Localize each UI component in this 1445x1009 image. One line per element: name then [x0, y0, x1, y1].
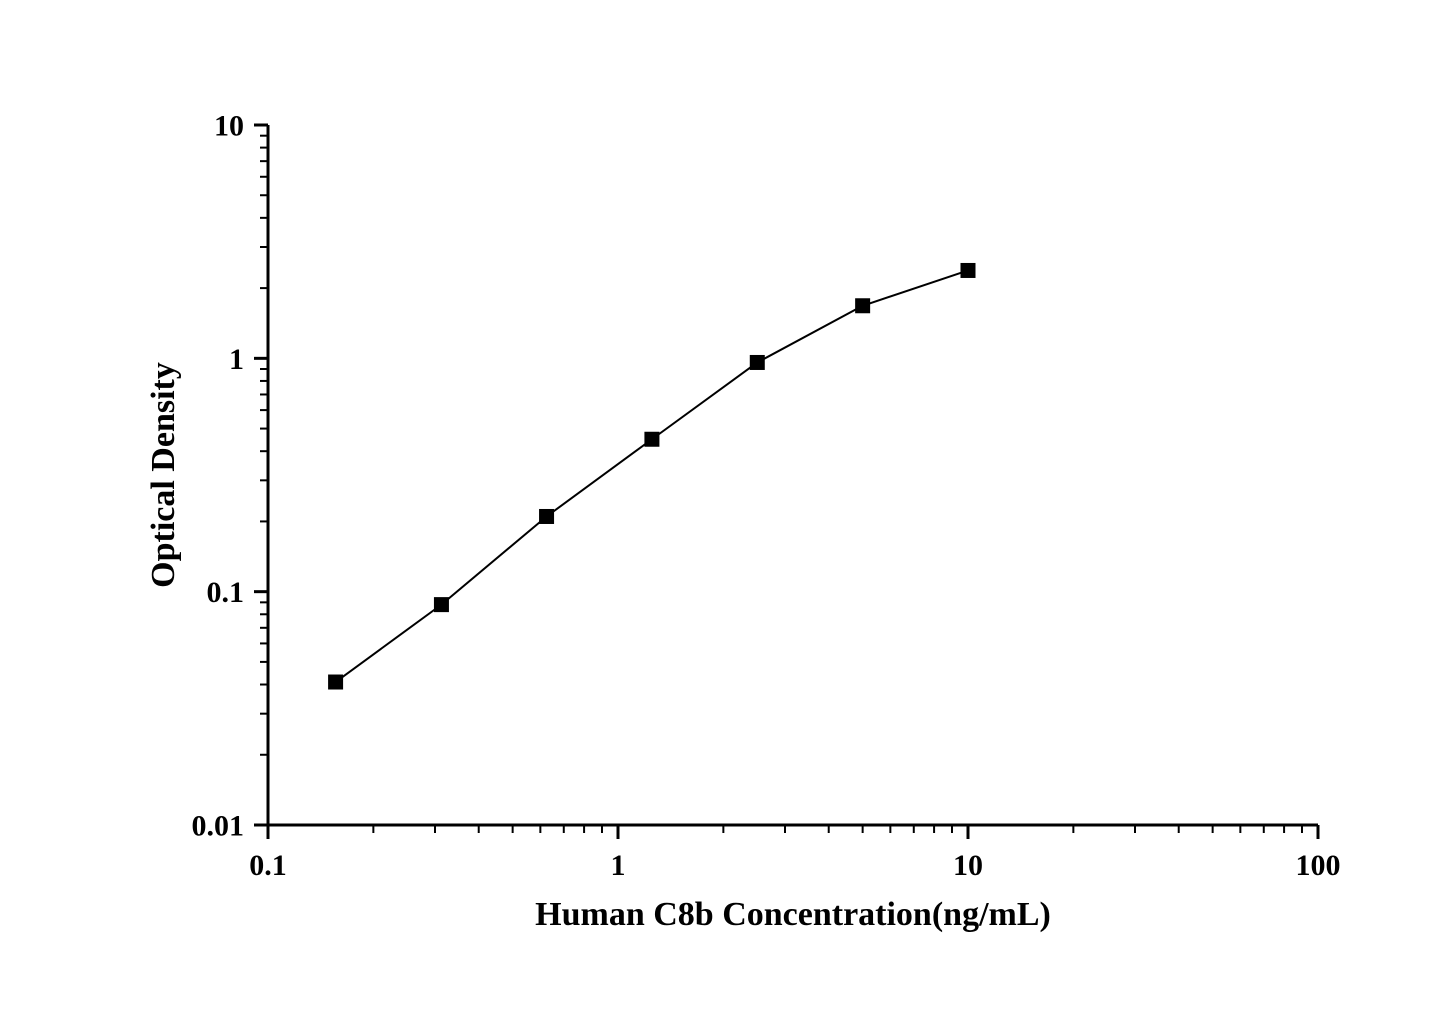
series-marker [645, 432, 659, 446]
x-tick-label: 1 [611, 849, 626, 882]
x-tick-label: 10 [953, 849, 983, 882]
series-marker [329, 675, 343, 689]
y-axis-title: Optical Density [145, 362, 182, 588]
x-axis-title: Human C8b Concentration(ng/mL) [535, 896, 1051, 933]
series-marker [434, 598, 448, 612]
series-marker [961, 263, 975, 277]
y-tick-label: 0.01 [192, 810, 245, 843]
x-tick-label: 100 [1296, 849, 1341, 882]
chart-background [0, 0, 1445, 1009]
y-tick-label: 1 [229, 343, 244, 376]
x-tick-label: 0.1 [249, 849, 287, 882]
series-marker [750, 355, 764, 369]
series-marker [540, 509, 554, 523]
y-tick-label: 10 [214, 110, 244, 143]
y-tick-label: 0.1 [207, 576, 245, 609]
chart-container: 0.11101000.010.1110Human C8b Concentrati… [0, 0, 1445, 1009]
series-marker [856, 299, 870, 313]
chart-svg: 0.11101000.010.1110Human C8b Concentrati… [0, 0, 1445, 1009]
